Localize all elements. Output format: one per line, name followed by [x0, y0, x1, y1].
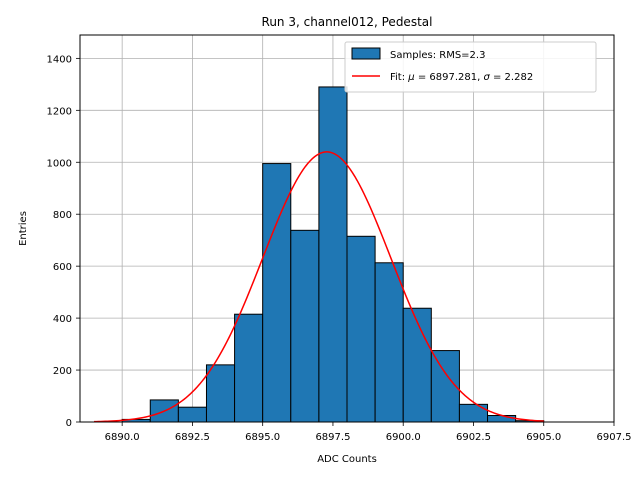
x-tick-label-1: 6892.5 [175, 432, 210, 443]
y-axis-title: Entries [18, 211, 29, 246]
x-tick-label-4: 6900.0 [386, 432, 421, 443]
legend-label-fit: Fit: μ = 6897.281, σ = 2.282 [390, 72, 533, 83]
x-tick-label-2: 6895.0 [245, 432, 280, 443]
legend-fit-mu-symbol: μ [407, 72, 414, 83]
legend-fit-suffix: = 2.282 [490, 72, 533, 83]
legend-box [344, 41, 597, 93]
legend-fit-mid: = 6897.281, [415, 72, 484, 83]
y-tick-label-5: 1000 [47, 158, 72, 169]
legend-fit-prefix: Fit: [390, 72, 408, 83]
histogram-bar-3 [177, 406, 207, 423]
x-axis-title: ADC Counts [317, 454, 377, 465]
legend-label-samples: Samples: RMS=2.3 [390, 50, 485, 61]
legend-fit-sigma-symbol: σ [483, 72, 490, 83]
histogram-bar-7 [290, 229, 320, 423]
histogram-bar-8 [318, 86, 348, 423]
histogram-bar-4 [205, 364, 236, 423]
y-tick-label-0: 0 [66, 418, 72, 429]
histogram-bar-10 [374, 262, 404, 423]
histogram-bars [121, 86, 545, 423]
fit-curve-layer [94, 151, 544, 423]
y-tick-label-2: 400 [53, 314, 72, 325]
y-tick-label-4: 800 [53, 210, 72, 221]
legend: Samples: RMS=2.3 Fit: μ = 6897.281, σ = … [344, 41, 597, 93]
chart-title: Run 3, channel012, Pedestal [262, 15, 433, 29]
histogram-bar-12 [430, 350, 460, 423]
x-tick-label-0: 6890.0 [105, 432, 140, 443]
y-tick-label-7: 1400 [47, 54, 72, 65]
y-tick-label-3: 600 [53, 262, 72, 273]
x-tick-label-7: 6907.5 [597, 432, 632, 443]
histogram-bar-14 [487, 415, 517, 423]
plot-frame [79, 34, 615, 423]
x-tick-label-6: 6905.0 [526, 432, 561, 443]
y-tick-label-1: 200 [53, 366, 72, 377]
y-tick-label-6: 1200 [47, 106, 72, 117]
histogram-bar-6 [262, 163, 292, 423]
histogram-bar-9 [346, 235, 376, 423]
legend-swatch-samples [351, 47, 381, 60]
histogram-bar-5 [234, 313, 264, 423]
histogram-bar-13 [458, 403, 489, 423]
x-tick-label-3: 6897.5 [315, 432, 350, 443]
fit-curve [94, 151, 544, 423]
x-tick-label-5: 6902.5 [456, 432, 491, 443]
histogram-bar-11 [402, 307, 432, 423]
axis-ticks: 6890.0 6892.5 6895.0 6897.5 6900.0 6902.5 6905… [47, 54, 632, 443]
